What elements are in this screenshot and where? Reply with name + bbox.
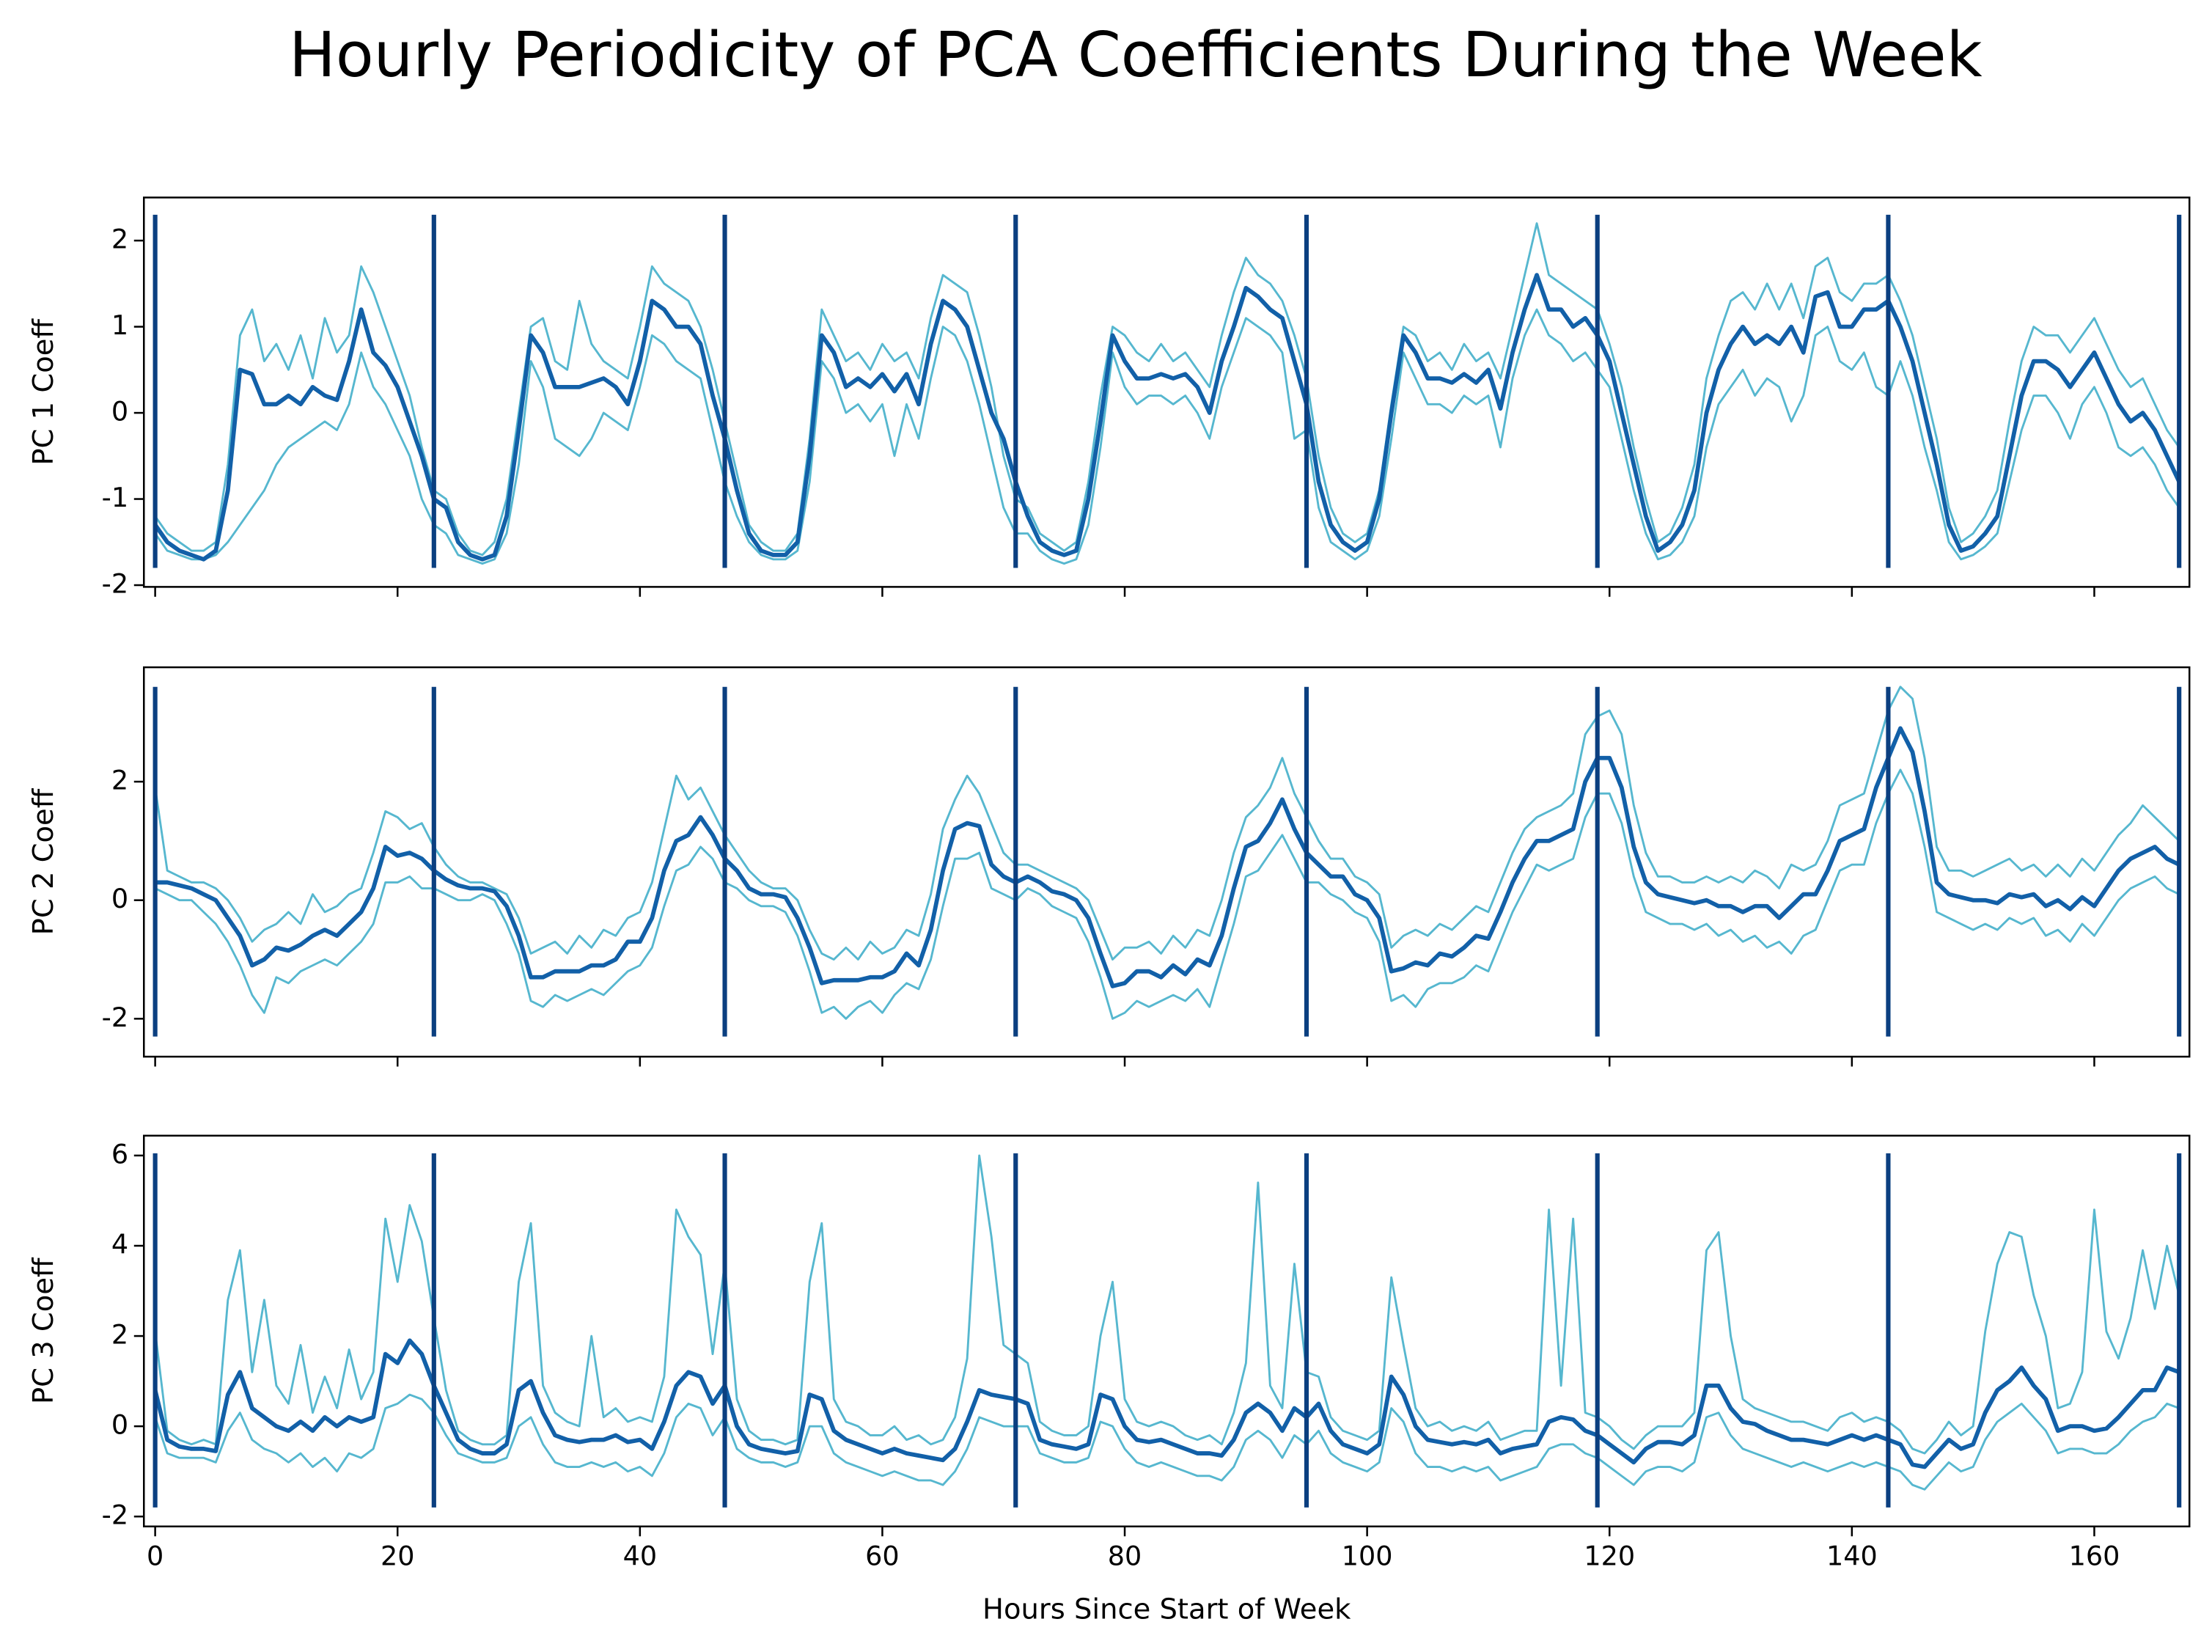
y-tick-label: -1 <box>102 482 128 513</box>
series-line <box>153 273 2181 562</box>
y-tick-label: 6 <box>111 1138 128 1170</box>
y-tick-label: 2 <box>111 1319 128 1351</box>
y-tick-label: 1 <box>111 309 128 341</box>
series-line <box>154 308 2180 565</box>
series-line <box>155 726 2180 988</box>
axes: -2 0 2 PC 2 Coeff <box>27 666 2191 1067</box>
x-tick-label: 20 <box>381 1541 415 1572</box>
series-line <box>154 768 2180 1020</box>
y-tick-label: 2 <box>111 224 128 255</box>
y-tick-label: 0 <box>111 883 128 914</box>
x-tick-label: 60 <box>865 1541 900 1572</box>
series-line <box>154 1154 2180 1455</box>
series-line <box>154 222 2180 557</box>
series-line <box>154 1393 2180 1491</box>
axes-frame <box>143 197 2191 588</box>
x-tick-label: 80 <box>1108 1541 1142 1572</box>
series-line <box>154 686 2180 961</box>
y-tick-label: -2 <box>102 568 128 600</box>
figure-title: Hourly Periodicity of PCA Coefficients D… <box>289 18 1982 91</box>
series-line <box>153 1338 2180 1469</box>
plot-area <box>153 1154 2180 1491</box>
axes-frame <box>143 666 2191 1058</box>
axes-frame <box>143 1134 2191 1528</box>
x-tick-label: 40 <box>623 1541 658 1572</box>
x-tick-label: 120 <box>1584 1541 1635 1572</box>
x-tick-label: 160 <box>2069 1541 2120 1572</box>
x-tick-label: 100 <box>1342 1541 1393 1572</box>
y-tick-label: -2 <box>102 1002 128 1033</box>
plot-area <box>154 686 2180 1020</box>
y-axis-label: PC 3 Coeff <box>27 1257 60 1404</box>
y-axis-label: PC 2 Coeff <box>27 788 60 935</box>
y-tick-label: 4 <box>111 1228 128 1260</box>
y-tick-label: 2 <box>111 765 128 796</box>
y-tick-label: 0 <box>111 1409 128 1441</box>
axes: -2 -1 0 1 2 PC 1 Coeff <box>27 197 2191 600</box>
plot-area <box>153 222 2181 565</box>
y-axis-label: PC 1 Coeff <box>27 318 60 466</box>
y-tick-label: 0 <box>111 396 128 427</box>
x-tick-label: 0 <box>147 1541 163 1572</box>
y-tick-label: -2 <box>102 1499 128 1531</box>
x-axis-label: Hours Since Start of Week <box>982 1593 1351 1626</box>
x-tick-label: 140 <box>1826 1541 1878 1572</box>
